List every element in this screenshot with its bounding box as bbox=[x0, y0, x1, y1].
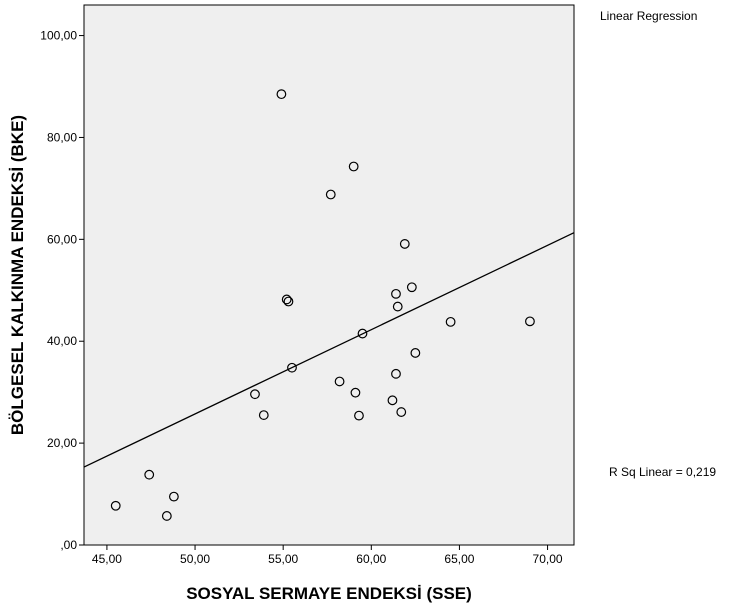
fit-label: R Sq Linear = 0,219 bbox=[609, 465, 716, 479]
data-point bbox=[110, 500, 121, 511]
data-point bbox=[445, 316, 456, 327]
data-point bbox=[144, 469, 155, 480]
x-tick-label: 55,00 bbox=[268, 552, 298, 566]
data-point bbox=[168, 491, 179, 502]
data-point bbox=[281, 294, 292, 305]
regression-line bbox=[83, 232, 575, 468]
data-point bbox=[348, 161, 359, 172]
data-point bbox=[283, 296, 294, 307]
y-axis-title: BÖLGESEL KALKINMA ENDEKSİ (BKE) bbox=[8, 115, 27, 435]
data-point bbox=[391, 288, 401, 299]
data-point bbox=[354, 410, 364, 421]
y-tick-label: 100,00 bbox=[40, 29, 77, 43]
x-tick-label: 50,00 bbox=[180, 552, 210, 566]
y-tick-label: 80,00 bbox=[47, 130, 77, 144]
data-point bbox=[392, 301, 403, 312]
x-tick-label: 60,00 bbox=[356, 552, 386, 566]
data-point bbox=[276, 89, 287, 100]
data-point bbox=[161, 511, 172, 521]
data-point bbox=[399, 239, 410, 249]
plot-area bbox=[83, 4, 575, 546]
data-point bbox=[287, 362, 297, 373]
data-point bbox=[410, 348, 421, 358]
y-tick-label: 20,00 bbox=[47, 436, 77, 450]
legend-title: Linear Regression bbox=[600, 9, 697, 23]
y-tick-label: 40,00 bbox=[47, 334, 77, 348]
data-point bbox=[350, 387, 361, 398]
x-axis-title: SOSYAL SERMAYE ENDEKSİ (SSE) bbox=[186, 584, 472, 603]
data-point bbox=[250, 389, 260, 400]
data-point bbox=[357, 328, 368, 339]
data-point bbox=[258, 410, 269, 420]
data-point bbox=[391, 368, 401, 379]
x-tick-label: 45,00 bbox=[92, 552, 122, 566]
x-tick-label: 65,00 bbox=[444, 552, 474, 566]
data-point bbox=[334, 376, 345, 387]
data-point bbox=[387, 395, 398, 406]
y-tick-label: ,00 bbox=[60, 538, 77, 552]
x-tick-label: 70,00 bbox=[533, 552, 563, 566]
y-tick-label: 60,00 bbox=[47, 232, 77, 246]
data-point bbox=[396, 407, 407, 417]
data-point bbox=[406, 282, 417, 293]
data-point bbox=[525, 316, 535, 327]
data-point bbox=[325, 189, 336, 200]
